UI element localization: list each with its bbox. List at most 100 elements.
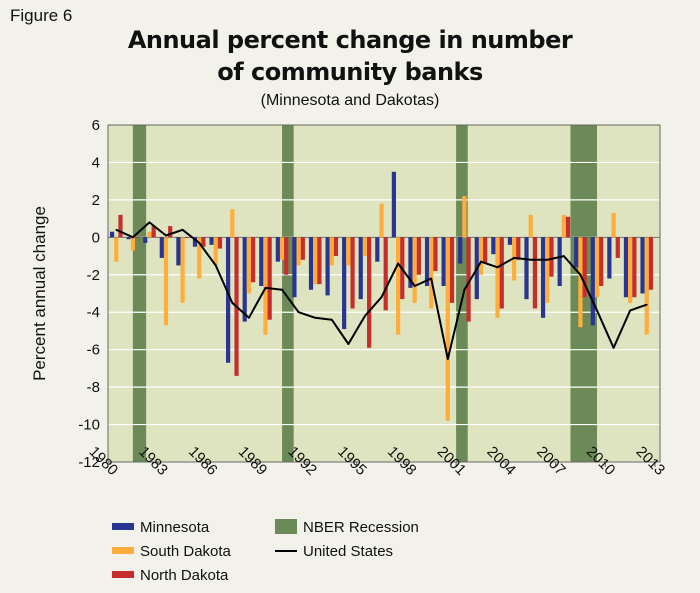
chart-subtitle: (Minnesota and Dakotas) — [260, 92, 440, 109]
bar-minnesota-1999 — [424, 237, 430, 287]
bar-south_dakota-2007 — [561, 214, 566, 238]
bar-south_dakota-2006 — [545, 237, 550, 303]
bar-south_dakota-1985 — [197, 237, 202, 279]
us-point-2003 — [496, 266, 499, 269]
bar-minnesota-1996 — [375, 237, 380, 262]
y-axis-label: Percent annual change — [30, 206, 49, 381]
us-point-2011 — [629, 309, 631, 312]
legend-label-north_dakota: North Dakota — [140, 567, 229, 584]
legend-swatch-south_dakota — [112, 547, 134, 554]
y-tick--12: -12 — [78, 454, 100, 471]
y-tick-0: 0 — [92, 229, 100, 246]
us-point-2007 — [563, 255, 565, 257]
bar-north_dakota-2010 — [615, 237, 620, 258]
us-point-2004 — [513, 257, 515, 259]
bar-south_dakota-2000 — [445, 237, 450, 421]
bar-north_dakota-1994 — [350, 237, 355, 309]
bar-north_dakota-1988 — [251, 237, 256, 283]
legend-item-south_dakota: South Dakota — [112, 543, 232, 560]
legend: Minnesota South Dakota North Dakota NBER Re… — [112, 519, 419, 584]
us-point-2008 — [579, 273, 582, 276]
bar-north_dakota-1985 — [201, 237, 206, 247]
bar-south_dakota-1999 — [429, 237, 434, 309]
bar-south_dakota-1989 — [263, 237, 268, 335]
bar-north_dakota-1984 — [184, 237, 189, 238]
bar-south_dakota-2002 — [478, 237, 484, 275]
bar-minnesota-1990 — [275, 237, 280, 262]
y-tick-2: 2 — [92, 192, 100, 209]
y-tick--8: -8 — [87, 379, 100, 396]
bar-south_dakota-2001 — [462, 196, 467, 238]
us-point-2000 — [447, 358, 449, 360]
bar-north_dakota-2011 — [632, 237, 637, 298]
bar-south_dakota-2008 — [578, 237, 583, 328]
us-point-1996 — [380, 296, 383, 299]
us-point-1997 — [397, 262, 399, 265]
legend-swatch-north_dakota — [112, 571, 134, 578]
legend-label-us: United States — [303, 543, 393, 560]
bar-south_dakota-1996 — [379, 203, 384, 238]
us-point-1995 — [364, 315, 366, 317]
bar-north_dakota-1980 — [118, 214, 123, 238]
bar-south_dakota-1995 — [362, 237, 368, 257]
bar-south_dakota-1983 — [163, 237, 169, 326]
bar-south_dakota-1982 — [147, 231, 152, 238]
bar-south_dakota-1992 — [313, 237, 318, 285]
bar-minnesota-1992 — [308, 237, 314, 290]
bar-minnesota-2009 — [590, 237, 595, 326]
us-point-2005 — [529, 259, 532, 261]
us-point-1989 — [264, 287, 267, 289]
bar-south_dakota-1981 — [130, 237, 135, 251]
y-tick--10: -10 — [78, 417, 100, 434]
us-point-2009 — [596, 309, 598, 312]
bar-north_dakota-1999 — [433, 237, 438, 272]
legend-item-us: United States — [275, 543, 393, 560]
bar-minnesota-2011 — [623, 237, 629, 298]
bar-north_dakota-2002 — [483, 237, 488, 264]
bar-north_dakota-2007 — [565, 216, 571, 238]
bar-north_dakota-2004 — [516, 237, 521, 260]
chart-title-line1: Annual percent change in number — [127, 26, 573, 54]
recession-band-1 — [282, 125, 294, 462]
y-tick--4: -4 — [87, 304, 100, 321]
legend-swatch-minnesota — [112, 523, 134, 530]
bar-minnesota-1997 — [391, 171, 396, 238]
y-tick-labels: 6 4 2 0 -2 -4 -6 -8 -10 -12 — [78, 117, 100, 471]
bar-minnesota-2012 — [640, 237, 645, 294]
bar-south_dakota-1984 — [180, 237, 185, 303]
bar-minnesota-1983 — [159, 237, 164, 258]
us-point-1992 — [314, 317, 317, 319]
us-point-2012 — [645, 303, 648, 306]
bar-minnesota-1995 — [358, 237, 363, 300]
recession-band-2 — [456, 125, 468, 462]
bar-minnesota-2000 — [441, 237, 446, 287]
us-point-1980 — [115, 229, 118, 231]
bar-minnesota-1987 — [226, 237, 231, 363]
legend-item-recession: NBER Recession — [275, 519, 419, 536]
bar-north_dakota-1990 — [284, 237, 289, 275]
bar-minnesota-1980 — [109, 231, 115, 238]
us-point-1981 — [132, 236, 134, 239]
bar-south_dakota-2011 — [628, 237, 633, 303]
y-tick--2: -2 — [87, 267, 100, 284]
us-point-1988 — [248, 317, 250, 319]
bar-south_dakota-2003 — [495, 237, 500, 318]
bar-south_dakota-1986 — [213, 237, 218, 266]
bar-minnesota-2010 — [607, 237, 612, 279]
y-tick--6: -6 — [87, 342, 100, 359]
bar-north_dakota-2009 — [599, 237, 604, 287]
bar-minnesota-2008 — [574, 237, 579, 268]
bar-south_dakota-2009 — [594, 237, 600, 298]
bar-south_dakota-1993 — [329, 237, 334, 266]
y-tick-4: 4 — [92, 154, 100, 171]
bar-minnesota-1986 — [209, 237, 214, 245]
bar-minnesota-1984 — [176, 237, 181, 266]
us-point-2002 — [480, 260, 482, 263]
bars — [109, 171, 654, 421]
bar-north_dakota-2006 — [549, 237, 554, 277]
bar-minnesota-1991 — [292, 237, 297, 298]
bar-south_dakota-1987 — [230, 209, 235, 238]
us-point-1991 — [297, 311, 300, 314]
bar-north_dakota-2012 — [648, 237, 654, 290]
us-line-layer — [115, 221, 648, 360]
